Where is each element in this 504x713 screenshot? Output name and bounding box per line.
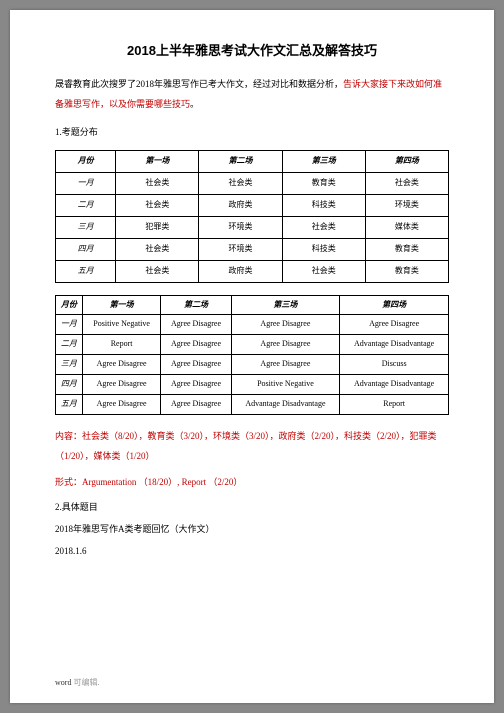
table-cell: Agree Disagree <box>161 314 231 334</box>
table-cell: 社会类 <box>116 172 199 194</box>
table-cell: 一月 <box>56 314 83 334</box>
table-cell: 科技类 <box>282 238 365 260</box>
section-2-heading: 2.具体题目 <box>55 498 449 518</box>
table-cell: 教育类 <box>365 238 448 260</box>
table-cell: 三月 <box>56 354 83 374</box>
table-header: 月份 <box>56 150 116 172</box>
table-cell: 媒体类 <box>365 216 448 238</box>
table-cell: 社会类 <box>116 260 199 282</box>
table-cell: Report <box>82 334 161 354</box>
content-summary: 内容：社会类（8/20），教育类（3/20），环境类（3/20），政府类（2/2… <box>55 427 449 467</box>
table-cell: 五月 <box>56 394 83 414</box>
page-title: 2018上半年雅思考试大作文汇总及解答技巧 <box>55 40 449 59</box>
table-row: 五月社会类政府类社会类教育类 <box>56 260 449 282</box>
table-cell: Agree Disagree <box>82 394 161 414</box>
table-cell: 三月 <box>56 216 116 238</box>
table-cell: Agree Disagree <box>82 354 161 374</box>
document-page: 2018上半年雅思考试大作文汇总及解答技巧 晟睿教育此次搜罗了2018年雅思写作… <box>10 10 494 703</box>
type-table: 月份 第一场 第二场 第三场 第四场 一月Positive NegativeAg… <box>55 295 449 415</box>
table-row: 一月Positive NegativeAgree DisagreeAgree D… <box>56 314 449 334</box>
table-row: 四月社会类环境类科技类教育类 <box>56 238 449 260</box>
table-cell: 科技类 <box>282 194 365 216</box>
table-cell: Agree Disagree <box>161 374 231 394</box>
table-cell: 四月 <box>56 238 116 260</box>
intro-text-2: 。 <box>190 99 199 109</box>
table-cell: 犯罪类 <box>116 216 199 238</box>
table-cell: 教育类 <box>282 172 365 194</box>
table-cell: 社会类 <box>116 194 199 216</box>
table-cell: Report <box>340 394 449 414</box>
table-cell: 社会类 <box>365 172 448 194</box>
table-cell: Agree Disagree <box>231 334 340 354</box>
table-cell: 政府类 <box>199 260 282 282</box>
table-header: 月份 <box>56 295 83 314</box>
table-cell: 环境类 <box>199 238 282 260</box>
table-row: 三月Agree DisagreeAgree DisagreeAgree Disa… <box>56 354 449 374</box>
table-cell: 五月 <box>56 260 116 282</box>
table-cell: 二月 <box>56 334 83 354</box>
table-cell: Advantage Disadvantage <box>340 374 449 394</box>
table-cell: 环境类 <box>365 194 448 216</box>
table-cell: Agree Disagree <box>82 374 161 394</box>
recall-line: 2018年雅思写作A类考题回忆（大作文） <box>55 520 449 540</box>
table-row: 五月Agree DisagreeAgree DisagreeAdvantage … <box>56 394 449 414</box>
table-row: 二月ReportAgree DisagreeAgree DisagreeAdva… <box>56 334 449 354</box>
table-cell: Agree Disagree <box>231 314 340 334</box>
table-cell: 四月 <box>56 374 83 394</box>
table-header: 第四场 <box>340 295 449 314</box>
table-header: 第四场 <box>365 150 448 172</box>
table-header-row: 月份 第一场 第二场 第三场 第四场 <box>56 150 449 172</box>
table-header: 第二场 <box>199 150 282 172</box>
intro-text-1: 晟睿教育此次搜罗了2018年雅思写作已考大作文，经过对比和数据分析， <box>55 79 343 89</box>
date-line: 2018.1.6 <box>55 542 449 562</box>
table-cell: Advantage Disadvantage <box>340 334 449 354</box>
topic-table: 月份 第一场 第二场 第三场 第四场 一月社会类社会类教育类社会类二月社会类政府… <box>55 150 449 283</box>
table-cell: Positive Negative <box>231 374 340 394</box>
table-cell: 社会类 <box>116 238 199 260</box>
intro-paragraph: 晟睿教育此次搜罗了2018年雅思写作已考大作文，经过对比和数据分析，告诉大家接下… <box>55 75 449 115</box>
section-1-heading: 1.考题分布 <box>55 125 449 138</box>
table-cell: Agree Disagree <box>161 334 231 354</box>
table-cell: Advantage Disadvantage <box>231 394 340 414</box>
table-row: 二月社会类政府类科技类环境类 <box>56 194 449 216</box>
table-row: 三月犯罪类环境类社会类媒体类 <box>56 216 449 238</box>
table-row: 一月社会类社会类教育类社会类 <box>56 172 449 194</box>
table-cell: Discuss <box>340 354 449 374</box>
table-cell: 社会类 <box>282 260 365 282</box>
table-row: 四月Agree DisagreeAgree DisagreePositive N… <box>56 374 449 394</box>
table-header: 第三场 <box>282 150 365 172</box>
table-header: 第一场 <box>116 150 199 172</box>
table-cell: 教育类 <box>365 260 448 282</box>
table-cell: 二月 <box>56 194 116 216</box>
table-header: 第三场 <box>231 295 340 314</box>
table-cell: 社会类 <box>282 216 365 238</box>
table-header-row: 月份 第一场 第二场 第三场 第四场 <box>56 295 449 314</box>
table-cell: Agree Disagree <box>161 394 231 414</box>
table-cell: Agree Disagree <box>340 314 449 334</box>
footer-word: word <box>55 678 71 687</box>
table-cell: Positive Negative <box>82 314 161 334</box>
table-cell: Agree Disagree <box>161 354 231 374</box>
table-cell: 环境类 <box>199 216 282 238</box>
form-summary: 形式：Argumentation （18/20）, Report （2/20） <box>55 473 449 493</box>
table-cell: 政府类 <box>199 194 282 216</box>
footer: word 可编辑. <box>55 677 99 688</box>
footer-editable: 可编辑. <box>71 678 99 687</box>
table-header: 第一场 <box>82 295 161 314</box>
table-cell: 社会类 <box>199 172 282 194</box>
table-header: 第二场 <box>161 295 231 314</box>
table-cell: Agree Disagree <box>231 354 340 374</box>
table-cell: 一月 <box>56 172 116 194</box>
